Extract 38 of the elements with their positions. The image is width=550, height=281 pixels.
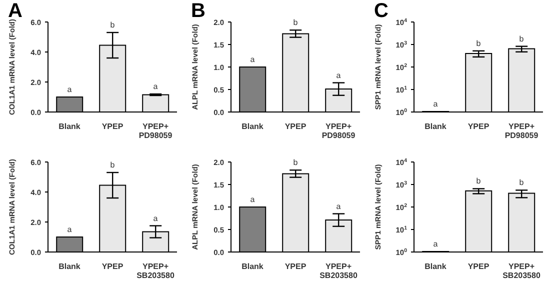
x-tick-label: Blank bbox=[58, 122, 81, 131]
annotation: b bbox=[293, 158, 298, 168]
x-tick-label: YPEP bbox=[468, 262, 490, 271]
x-tick-label: YPEP+ SB203580 bbox=[320, 262, 358, 280]
annotation: a bbox=[67, 225, 72, 234]
x-tick-label: YPEP bbox=[102, 262, 124, 271]
annotation: b bbox=[519, 178, 524, 188]
annotation: a bbox=[433, 100, 438, 109]
x-tick-label: YPEP bbox=[102, 122, 124, 131]
annotation: b bbox=[110, 20, 116, 30]
x-tick-label: YPEP+ PD98059 bbox=[322, 122, 356, 140]
x-tick-label: Blank bbox=[424, 262, 447, 271]
annotation: a bbox=[250, 55, 256, 64]
annotation: a bbox=[433, 240, 438, 249]
x-tick-label: YPEP+ PD98059 bbox=[504, 122, 539, 140]
annotation: b bbox=[476, 176, 482, 186]
x-tick-label: YPEP bbox=[468, 122, 490, 131]
x-tick-label: Blank bbox=[58, 262, 81, 271]
x-tick-label: YPEP bbox=[284, 122, 307, 131]
annotation: a bbox=[336, 202, 342, 211]
annotation: a bbox=[336, 70, 342, 80]
chart-title: C bbox=[374, 0, 388, 23]
annotation: b bbox=[519, 34, 524, 44]
annotation: b bbox=[110, 160, 116, 170]
annotation: a bbox=[250, 195, 256, 204]
x-tick-label: Blank bbox=[242, 262, 264, 271]
x-tick-label: Blank bbox=[242, 122, 264, 131]
x-tick-label: Blank bbox=[424, 122, 447, 131]
x-tick-label: YPEP+ SB203580 bbox=[502, 262, 541, 280]
annotation: a bbox=[153, 214, 158, 223]
annotation: b bbox=[293, 18, 298, 28]
annotation: b bbox=[476, 38, 482, 48]
x-tick-label: YPEP bbox=[284, 262, 307, 271]
chart-title: B bbox=[191, 0, 206, 23]
x-tick-label: YPEP+ PD98059 bbox=[138, 122, 173, 140]
x-tick-label: YPEP+ SB203580 bbox=[136, 262, 175, 280]
annotation: a bbox=[67, 85, 72, 94]
annotation: a bbox=[153, 82, 158, 91]
